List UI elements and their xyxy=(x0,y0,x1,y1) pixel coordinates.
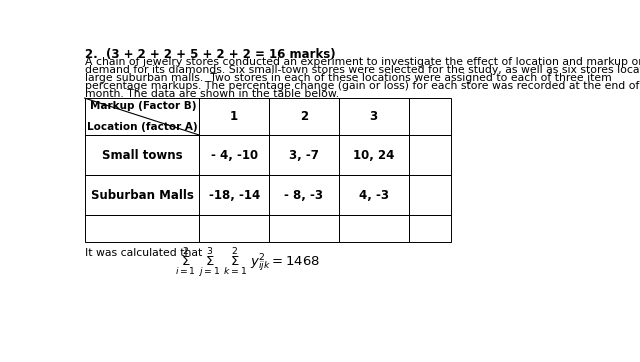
Bar xyxy=(199,98,269,135)
Text: 3: 3 xyxy=(370,110,378,123)
Bar xyxy=(199,175,269,215)
Text: Small towns: Small towns xyxy=(102,148,182,161)
Bar xyxy=(269,175,339,215)
Bar xyxy=(199,215,269,242)
Bar xyxy=(339,135,408,175)
Bar xyxy=(269,98,339,135)
Text: demand for its diamonds. Six small-town stores were selected for the study, as w: demand for its diamonds. Six small-town … xyxy=(84,64,640,75)
Bar xyxy=(269,215,339,242)
Text: $\underset{i=1}{\overset{2}{\Sigma}}\ \underset{j=1}{\overset{3}{\Sigma}}\ \unde: $\underset{i=1}{\overset{2}{\Sigma}}\ \u… xyxy=(175,246,319,281)
Bar xyxy=(339,98,408,135)
Text: percentage markups. The percentage change (gain or loss) for each store was reco: percentage markups. The percentage chang… xyxy=(84,81,640,91)
Bar xyxy=(408,215,451,242)
Text: Suburban Malls: Suburban Malls xyxy=(91,189,193,202)
Text: It was calculated that: It was calculated that xyxy=(84,248,202,258)
Text: -18, -14: -18, -14 xyxy=(209,189,260,202)
Text: Markup (Factor B): Markup (Factor B) xyxy=(90,101,196,111)
Bar xyxy=(339,215,408,242)
Text: - 4, -10: - 4, -10 xyxy=(211,148,258,161)
Text: Location (factor A): Location (factor A) xyxy=(87,122,198,132)
Text: - 8, -3: - 8, -3 xyxy=(284,189,323,202)
Text: A chain of jewelry stores conducted an experiment to investigate the effect of l: A chain of jewelry stores conducted an e… xyxy=(84,56,640,67)
Text: 10, 24: 10, 24 xyxy=(353,148,394,161)
Text: 2.  (3 + 2 + 2 + 5 + 2 + 2 = 16 marks): 2. (3 + 2 + 2 + 5 + 2 + 2 = 16 marks) xyxy=(84,48,335,61)
Bar xyxy=(84,175,199,215)
Text: 2: 2 xyxy=(300,110,308,123)
Bar xyxy=(84,135,199,175)
Bar xyxy=(408,98,451,135)
Bar xyxy=(84,215,199,242)
Text: 4, -3: 4, -3 xyxy=(359,189,388,202)
Bar xyxy=(199,135,269,175)
Text: large suburban malls.  Two stores in each of these locations were assigned to ea: large suburban malls. Two stores in each… xyxy=(84,73,611,83)
Bar xyxy=(408,135,451,175)
Text: 1: 1 xyxy=(230,110,238,123)
Bar xyxy=(84,98,199,135)
Bar xyxy=(269,135,339,175)
Bar xyxy=(339,175,408,215)
Text: month. The data are shown in the table below.: month. The data are shown in the table b… xyxy=(84,89,339,99)
Text: 3, -7: 3, -7 xyxy=(289,148,319,161)
Bar xyxy=(408,175,451,215)
